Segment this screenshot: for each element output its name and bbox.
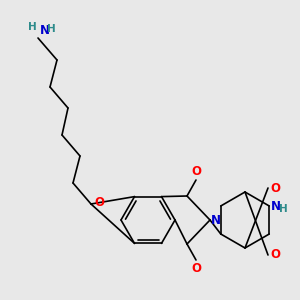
Text: N: N bbox=[211, 214, 221, 226]
Text: O: O bbox=[270, 182, 280, 194]
Text: H: H bbox=[279, 204, 288, 214]
Text: O: O bbox=[94, 196, 104, 209]
Text: N: N bbox=[271, 200, 281, 212]
Text: H: H bbox=[28, 22, 37, 32]
Text: H: H bbox=[47, 24, 56, 34]
Text: O: O bbox=[191, 165, 201, 178]
Text: O: O bbox=[191, 262, 201, 275]
Text: O: O bbox=[270, 248, 280, 262]
Text: N: N bbox=[40, 24, 50, 37]
